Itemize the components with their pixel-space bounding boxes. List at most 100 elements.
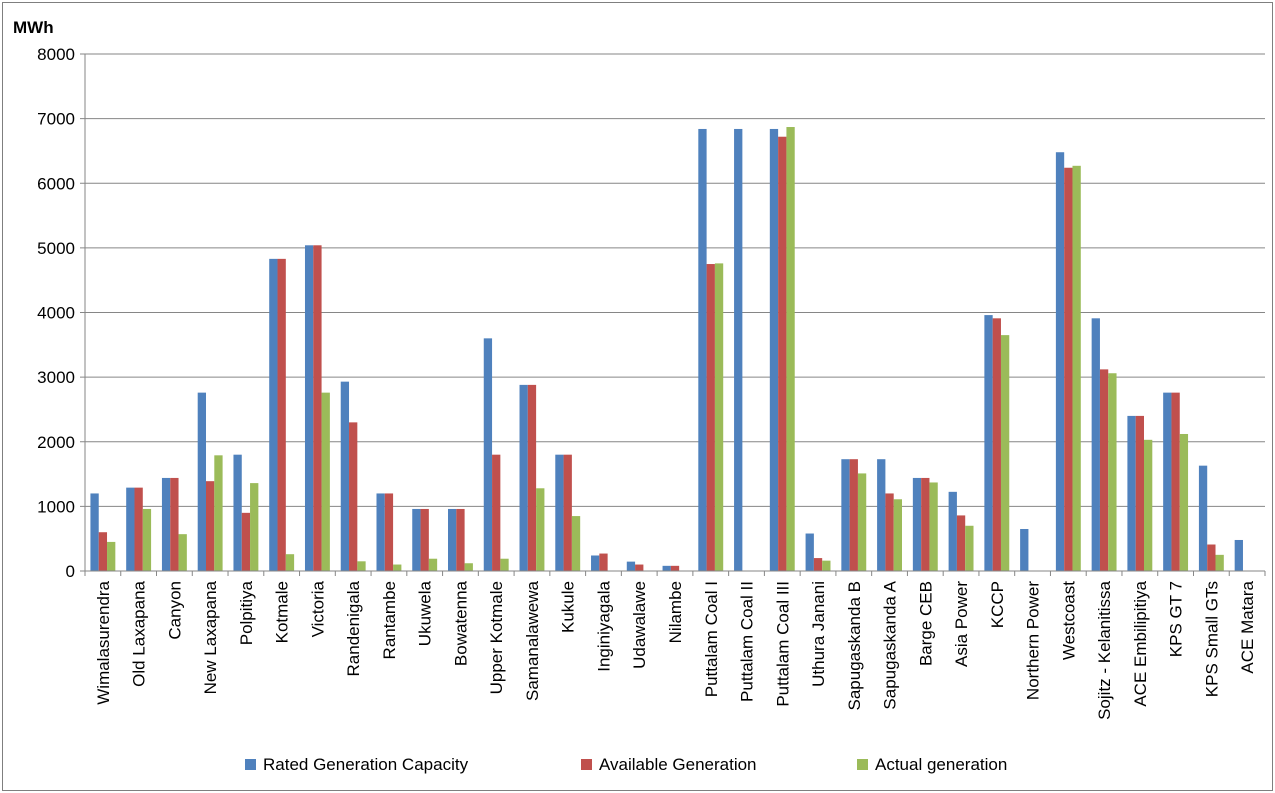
x-tick-label: ACE Matara [1238, 580, 1257, 673]
bar [984, 315, 993, 571]
x-tick-label: Kukule [559, 581, 578, 633]
bar [857, 473, 867, 571]
bar [98, 532, 108, 571]
x-tick-label: Udawalawe [630, 581, 649, 669]
bar [428, 558, 438, 571]
bar [233, 454, 242, 571]
x-tick-label: Kotmale [273, 581, 292, 643]
legend-swatch [857, 759, 868, 770]
bar [893, 499, 902, 571]
bar [1064, 167, 1073, 572]
bar [555, 454, 564, 571]
x-tick-label: Old Laxapana [130, 580, 149, 686]
bar [769, 128, 779, 571]
bar [483, 338, 493, 571]
bar [527, 384, 537, 571]
bar [1207, 544, 1216, 571]
bar [206, 481, 215, 571]
legend-swatch [245, 759, 256, 770]
bar [1127, 415, 1136, 571]
bar [670, 565, 680, 571]
x-tick-label: Polpitiya [237, 580, 256, 645]
bar [877, 459, 886, 571]
bar [805, 533, 814, 571]
x-tick-label: Westcoast [1059, 581, 1078, 660]
bar [1091, 318, 1100, 571]
x-tick-label: Victoria [308, 580, 327, 637]
bar [1072, 165, 1081, 571]
x-tick-label: Samanalawewa [523, 580, 542, 701]
x-tick-label: Inginiyagala [594, 580, 613, 671]
bar [841, 459, 850, 571]
bar [822, 560, 831, 571]
x-tick-label: KPS Small GTs [1202, 581, 1221, 697]
legend-label: Rated Generation Capacity [263, 755, 469, 774]
bar [786, 127, 795, 572]
bar [1179, 433, 1189, 571]
legend-label: Actual generation [875, 755, 1007, 774]
bar [536, 488, 545, 571]
x-tick-label: Puttalam Coal II [738, 581, 757, 702]
bar [349, 422, 358, 571]
bar [197, 392, 207, 571]
bar [269, 258, 278, 571]
bar [929, 482, 938, 571]
x-tick-label: Puttalam Coal III [773, 581, 792, 707]
bar [161, 477, 171, 571]
x-tick-label: KPS GT 7 [1167, 581, 1186, 657]
bar [357, 561, 366, 571]
bar [1143, 439, 1153, 571]
x-tick-label: Rantambe [380, 581, 399, 659]
bar [142, 508, 152, 571]
bar [321, 392, 330, 571]
bar [778, 136, 787, 571]
y-tick-label: 6000 [37, 174, 75, 193]
bar [956, 515, 966, 571]
bar [885, 493, 894, 571]
bar [1198, 465, 1208, 571]
bar [992, 318, 1001, 571]
bar [412, 508, 421, 571]
bar [1099, 369, 1109, 571]
bar [285, 554, 295, 571]
bar [1055, 152, 1065, 572]
x-tick-label: KCCP [988, 581, 1007, 628]
y-tick-label: 0 [66, 562, 75, 581]
bar [456, 508, 465, 571]
bar [571, 516, 581, 571]
x-tick-label: Sapugaskanda A [881, 580, 900, 709]
bar [813, 558, 823, 571]
bar [313, 245, 322, 572]
bar [214, 455, 223, 571]
x-tick-label: Canyon [165, 581, 184, 640]
bar [706, 264, 715, 571]
y-tick-label: 3000 [37, 368, 75, 387]
bar [464, 563, 473, 571]
bar [948, 491, 957, 571]
x-tick-label: Wimalasurendra [94, 580, 113, 704]
x-tick-label: Bowatenna [451, 580, 470, 666]
bar [134, 487, 143, 571]
bar [626, 561, 636, 571]
bar [1135, 415, 1144, 571]
bar [563, 454, 572, 571]
y-tick-label: 1000 [37, 497, 75, 516]
x-tick-label: Barge CEB [916, 581, 935, 666]
bar [1000, 335, 1010, 571]
bar [599, 553, 608, 571]
bar [912, 477, 922, 571]
bar [1163, 392, 1172, 571]
bar [1234, 539, 1243, 571]
bar [376, 493, 385, 571]
bar [921, 477, 930, 571]
x-tick-label: Ukuwela [416, 580, 435, 646]
y-tick-label: 8000 [37, 45, 75, 64]
bar [304, 245, 314, 572]
bar [1171, 392, 1180, 571]
x-tick-label: Nilambe [666, 581, 685, 643]
bar [591, 555, 600, 571]
legend-label: Available Generation [599, 755, 757, 774]
bar [448, 508, 457, 571]
bar [90, 493, 99, 571]
bar [107, 541, 116, 571]
